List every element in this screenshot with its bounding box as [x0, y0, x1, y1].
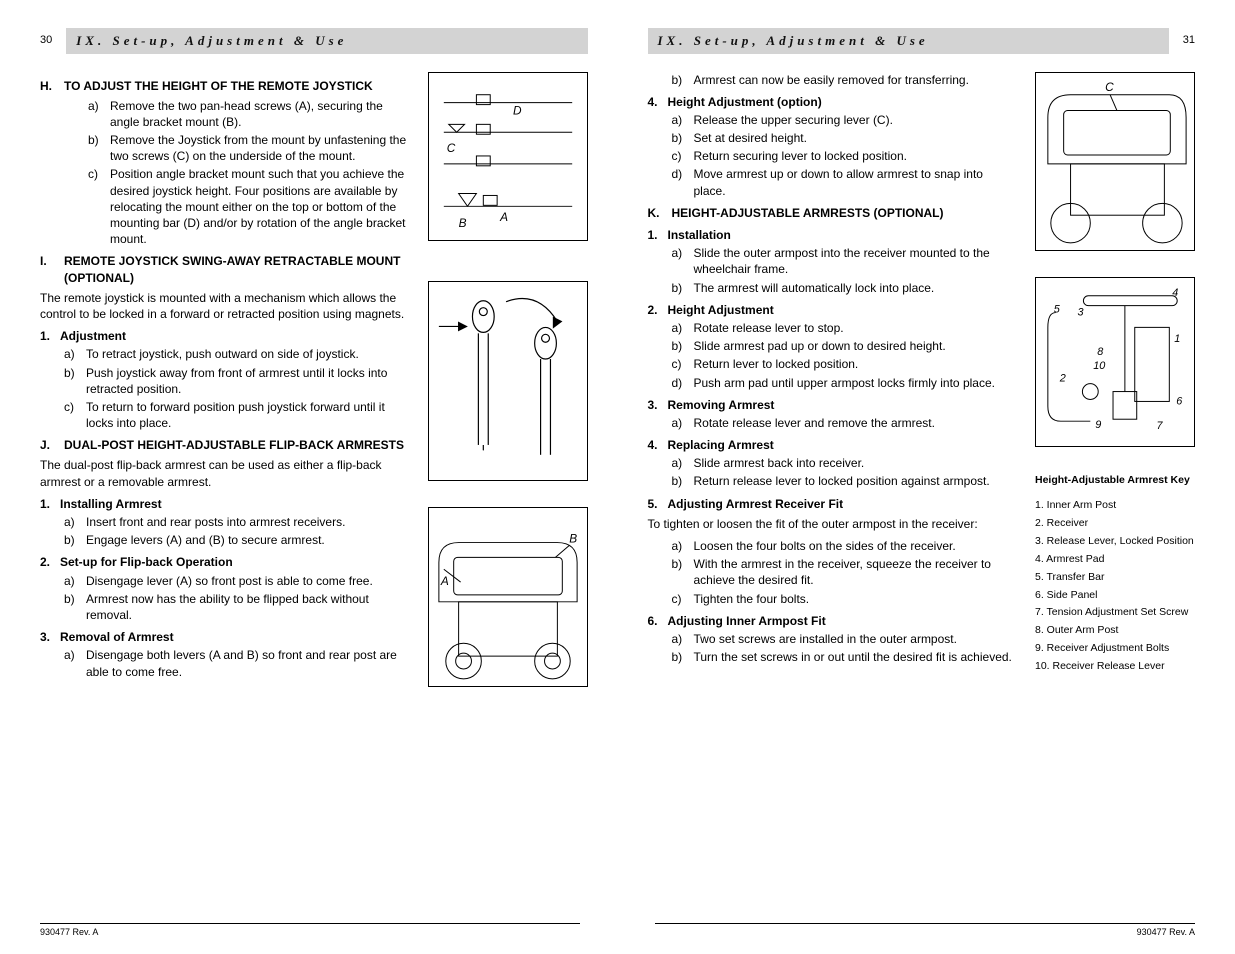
figure-bracket-mount: D C A B	[428, 72, 588, 242]
svg-text:7: 7	[1156, 420, 1163, 432]
subsection-head: 1. Adjustment	[40, 328, 410, 344]
fig-label-c: C	[446, 141, 455, 155]
header-title-left: IX. Set-up, Adjustment & Use	[66, 28, 587, 54]
list-item: a)Remove the two pan-head screws (A), se…	[88, 98, 410, 130]
header-title-right: IX. Set-up, Adjustment & Use	[648, 28, 1169, 54]
section-j-para: The dual-post flip-back armrest can be u…	[40, 457, 410, 489]
svg-text:3: 3	[1077, 307, 1083, 319]
right-text-column: b)Armrest can now be easily removed for …	[648, 72, 1018, 676]
svg-text:8: 8	[1097, 346, 1103, 358]
fig-label-d: D	[512, 103, 521, 117]
svg-text:A: A	[439, 574, 448, 588]
section-j-head: J. DUAL-POST HEIGHT-ADJUSTABLE FLIP-BACK…	[40, 437, 410, 453]
figure-flipback-armrest: A B	[428, 507, 588, 687]
figure-armrest-side: C	[1035, 72, 1195, 252]
list-item: a)To retract joystick, push outward on s…	[64, 346, 410, 362]
figure-armrest-key-diagram: 1 2 3 4 5 6 7 8 9 10	[1035, 277, 1195, 447]
svg-text:2: 2	[1059, 373, 1066, 385]
section-k-head: K. HEIGHT-ADJUSTABLE ARMRESTS (OPTIONAL)	[648, 205, 1018, 221]
fig-label-a: A	[499, 210, 508, 224]
svg-text:1: 1	[1174, 333, 1180, 345]
svg-text:C: C	[1105, 79, 1114, 93]
svg-text:4: 4	[1172, 287, 1178, 299]
svg-text:9: 9	[1095, 419, 1101, 431]
section-i-para: The remote joystick is mounted with a me…	[40, 290, 410, 322]
figure-swing-away	[428, 281, 588, 481]
section-h-head: H. TO ADJUST THE HEIGHT OF THE REMOTE JO…	[40, 78, 410, 94]
page-number-right: 31	[1183, 33, 1195, 48]
footer-right: 930477 Rev. A	[655, 923, 1195, 938]
left-text-column: H. TO ADJUST THE HEIGHT OF THE REMOTE JO…	[40, 72, 410, 713]
list-item: c)Position angle bracket mount such that…	[88, 166, 410, 247]
armrest-key-title: Height-Adjustable Armrest Key	[1035, 473, 1195, 487]
section-i-head: I. REMOTE JOYSTICK SWING-AWAY RETRACTABL…	[40, 253, 410, 285]
svg-text:10: 10	[1093, 360, 1105, 372]
svg-text:6: 6	[1176, 396, 1183, 408]
armrest-key-list: 1. Inner Arm Post 2. Receiver 3. Release…	[1035, 497, 1195, 675]
page-number-left: 30	[40, 33, 52, 48]
svg-text:5: 5	[1054, 304, 1061, 316]
list-item: b)Push joystick away from front of armre…	[64, 365, 410, 397]
list-item: b)Remove the Joystick from the mount by …	[88, 132, 410, 164]
svg-text:B: B	[569, 531, 577, 545]
footer-left: 930477 Rev. A	[40, 923, 580, 938]
fig-label-b: B	[458, 216, 466, 230]
list-item: c)To return to forward position push joy…	[64, 399, 410, 431]
